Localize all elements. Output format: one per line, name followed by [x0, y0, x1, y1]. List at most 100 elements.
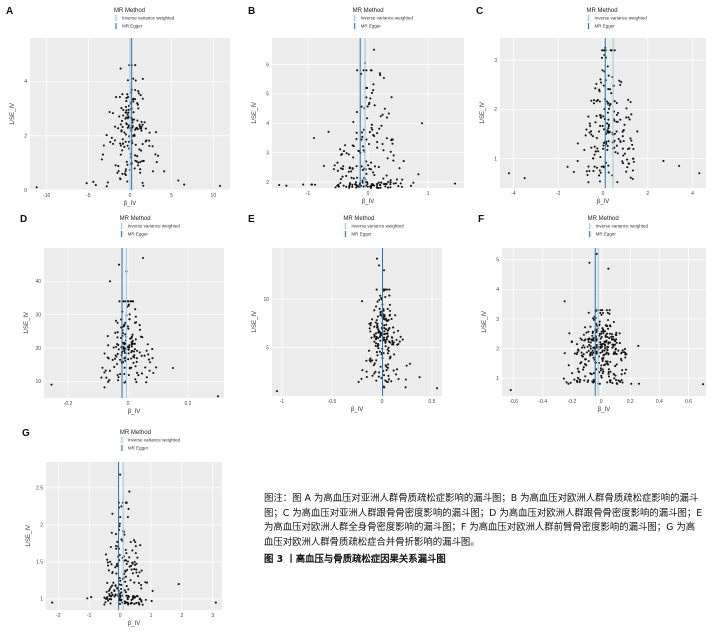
data-point [613, 139, 616, 142]
data-point [609, 380, 612, 384]
data-point [602, 144, 605, 147]
data-point [339, 148, 342, 151]
data-point [613, 119, 616, 122]
panel-a: A MR Method Inverse variance weighted MR Eg… [6, 4, 238, 207]
data-point [582, 344, 585, 347]
data-point [595, 252, 598, 255]
data-point [595, 114, 598, 118]
data-point [563, 352, 566, 355]
data-point [90, 596, 93, 599]
x-tick-label: 2 [646, 191, 649, 197]
data-point [141, 159, 144, 163]
data-point [136, 119, 139, 122]
data-point [107, 599, 110, 602]
caption-note: 图注：图 A 为高血压对亚洲人群骨质疏松症影响的漏斗图；B 为高血压对欧洲人群骨… [264, 493, 703, 548]
data-point [130, 341, 133, 344]
data-point [387, 181, 390, 184]
data-point [348, 186, 351, 189]
data-point [379, 74, 382, 77]
data-point [375, 359, 378, 362]
data-point [606, 363, 610, 366]
data-point [128, 565, 131, 568]
data-point [387, 318, 390, 322]
data-point [126, 300, 129, 303]
data-point [412, 181, 415, 184]
data-point [396, 343, 399, 346]
data-point [127, 304, 130, 307]
data-point [125, 116, 128, 119]
data-point [373, 309, 376, 312]
data-point [611, 335, 615, 338]
data-point [594, 121, 597, 124]
data-point [119, 142, 122, 145]
data-point [110, 531, 113, 534]
data-point [567, 382, 570, 385]
data-point [121, 93, 124, 96]
legend-title: MR Method [588, 216, 619, 222]
data-point [114, 584, 117, 587]
data-point [392, 369, 395, 372]
data-point [124, 140, 127, 143]
x-axis-label: β_IV [128, 409, 140, 415]
y-tick-label: 1 [496, 376, 499, 382]
data-point [580, 346, 584, 349]
data-point [375, 186, 379, 189]
data-point [609, 325, 612, 328]
data-point [600, 313, 603, 316]
legend-label-egger: MR Egger [351, 232, 372, 237]
data-point [120, 538, 123, 541]
data-point [386, 329, 389, 332]
data-point [606, 335, 609, 339]
data-point [615, 382, 618, 385]
data-point [372, 83, 375, 86]
data-point [598, 180, 601, 183]
data-point [611, 333, 614, 336]
data-point [107, 344, 110, 347]
data-point [128, 346, 131, 349]
data-point [607, 118, 610, 121]
data-point [133, 568, 136, 571]
data-point [607, 74, 610, 77]
data-point [124, 133, 127, 136]
data-point [576, 380, 579, 384]
x-tick-label: -1 [306, 191, 311, 197]
data-point [613, 100, 616, 103]
data-point [589, 352, 592, 355]
data-point [607, 375, 611, 378]
data-point [155, 161, 158, 164]
y-tick-label: 0 [24, 188, 27, 194]
data-point [122, 108, 125, 112]
data-point [134, 315, 137, 318]
y-tick-label: 2 [40, 523, 43, 529]
y-tick-label: 1 [40, 597, 43, 603]
data-point [103, 603, 106, 606]
data-point [598, 320, 601, 323]
data-point [627, 116, 630, 119]
data-point [609, 360, 612, 363]
data-point [385, 323, 388, 326]
data-point [371, 359, 374, 362]
data-point [608, 104, 611, 107]
data-point [138, 351, 141, 354]
data-point [129, 579, 132, 582]
data-point [383, 327, 386, 330]
data-point [134, 128, 137, 131]
data-point [352, 156, 355, 159]
data-point [177, 179, 180, 182]
data-point [362, 69, 365, 72]
y-axis-label: 1/SE_IV [24, 312, 30, 334]
data-point [116, 540, 119, 543]
data-point [586, 380, 589, 383]
data-point [119, 579, 122, 582]
data-point [580, 351, 583, 354]
data-point [591, 135, 594, 138]
data-point [371, 128, 374, 131]
data-point [376, 300, 379, 303]
data-point [631, 177, 634, 180]
data-point [596, 147, 599, 150]
data-point [384, 345, 387, 348]
data-point [614, 343, 617, 346]
data-point [360, 300, 364, 303]
data-point [615, 334, 618, 337]
legend-title: MR Method [120, 216, 151, 222]
